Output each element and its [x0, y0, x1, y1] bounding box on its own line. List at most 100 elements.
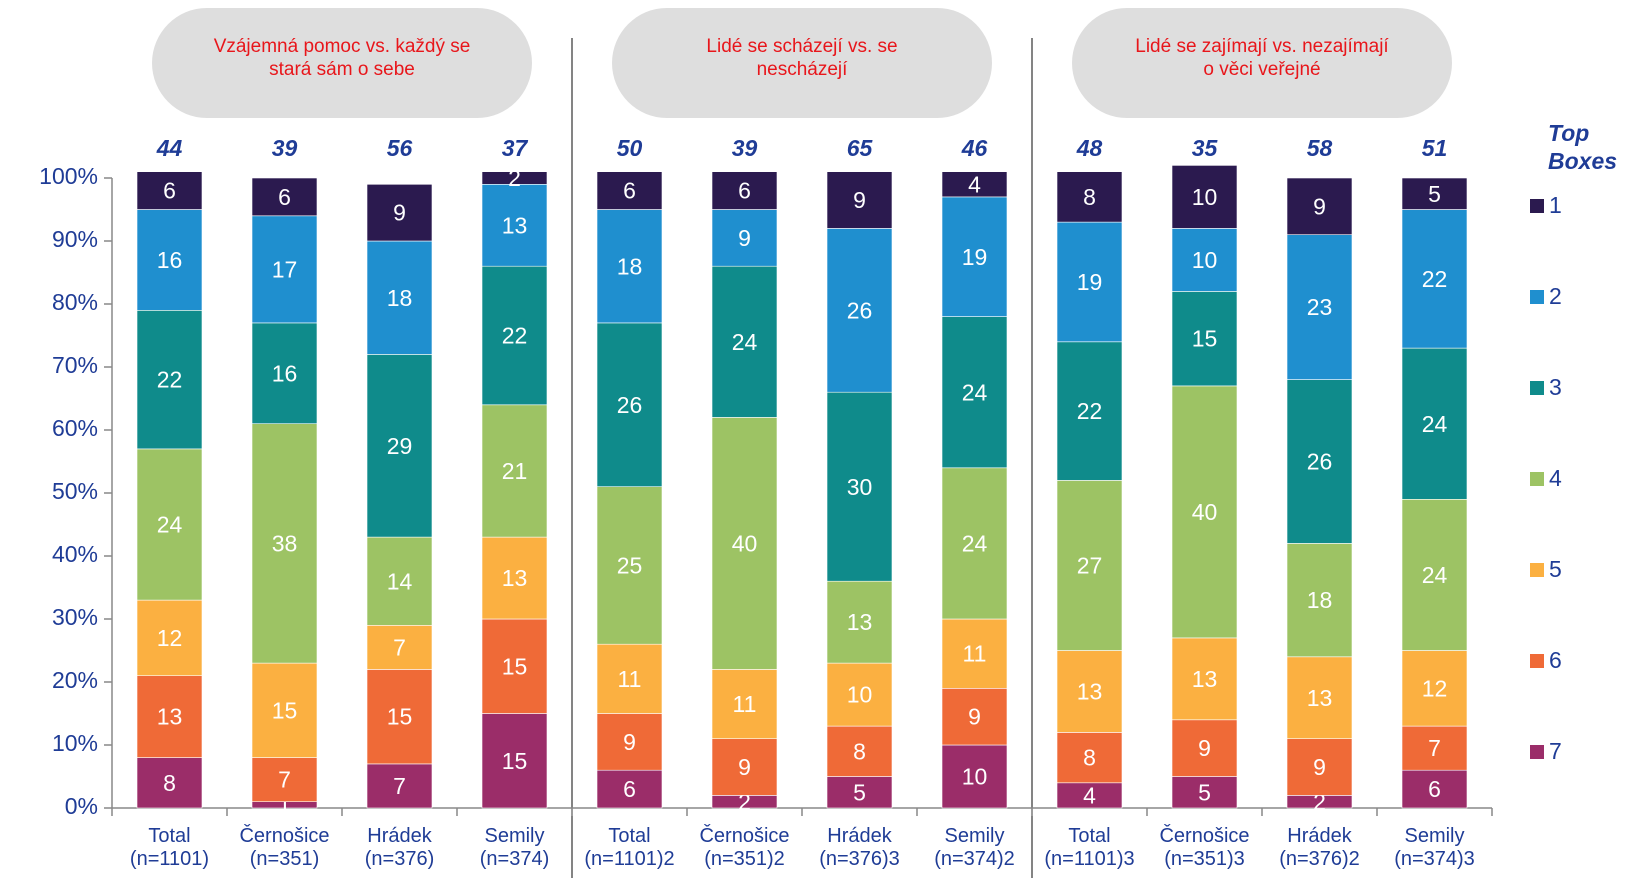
bar-segment — [366, 669, 433, 765]
value-label: 13 — [157, 704, 183, 730]
value-label: 11 — [618, 666, 642, 692]
top-box-value: 58 — [1307, 135, 1333, 161]
bar-segment — [481, 404, 548, 538]
bar-segment — [941, 687, 1008, 746]
y-tick-label: 90% — [52, 226, 98, 252]
value-label: 9 — [1313, 754, 1326, 780]
value-label: 19 — [1077, 269, 1103, 295]
value-label: 26 — [1307, 449, 1333, 475]
value-label: 8 — [1083, 745, 1096, 771]
x-tick-label: Semily (n=374)3 — [1394, 825, 1475, 870]
top-box-value: 46 — [961, 135, 988, 161]
value-label: 24 — [1422, 562, 1448, 588]
bar-segment — [596, 713, 663, 771]
bar-segment — [941, 171, 1008, 198]
value-label: 6 — [163, 178, 176, 204]
bar-segment — [1056, 480, 1123, 651]
bar-segment — [941, 618, 1008, 689]
y-tick-label: 80% — [52, 289, 98, 315]
value-label: 2 — [508, 165, 521, 191]
value-label: 13 — [1192, 666, 1218, 692]
value-label: 8 — [163, 770, 176, 796]
bar-segment — [596, 171, 663, 210]
top-box-value: 51 — [1422, 135, 1448, 161]
bar-segment — [1056, 171, 1123, 223]
value-label: 13 — [502, 565, 528, 591]
value-label: 12 — [157, 625, 183, 651]
bar-segment — [481, 618, 548, 714]
bar-segment — [1171, 776, 1238, 809]
bar-segment — [826, 391, 893, 582]
value-label: 6 — [278, 184, 291, 210]
bar-segment — [1401, 177, 1468, 210]
bar-segment — [1056, 221, 1123, 343]
bar-segment — [711, 265, 778, 418]
bar-segment — [1401, 650, 1468, 727]
legend-title: Top Boxes — [1548, 120, 1618, 174]
value-label: 6 — [1428, 776, 1441, 802]
top-box-value: 44 — [156, 135, 183, 161]
value-label: 40 — [732, 530, 758, 556]
legend-swatch — [1530, 654, 1544, 668]
top-box-value: 48 — [1076, 135, 1103, 161]
value-label: 18 — [1307, 587, 1333, 613]
group-pill — [612, 8, 992, 118]
value-label: 16 — [272, 360, 298, 386]
value-label: 7 — [1428, 735, 1441, 761]
bar-segment — [1056, 650, 1123, 733]
value-label: 30 — [847, 474, 873, 500]
legend-swatch — [1530, 745, 1544, 759]
bar-segment — [596, 486, 663, 645]
value-label: 8 — [1083, 184, 1096, 210]
value-label: 9 — [393, 200, 406, 226]
bar-segment — [711, 738, 778, 796]
top-box-value: 39 — [732, 135, 758, 161]
value-label: 24 — [962, 379, 988, 405]
top-box-value: 65 — [847, 135, 874, 161]
value-label: 23 — [1307, 294, 1333, 320]
bar-segment — [366, 354, 433, 538]
value-label: 7 — [393, 634, 406, 660]
value-label: 9 — [623, 729, 636, 755]
value-label: 13 — [502, 212, 528, 238]
legend-label: 6 — [1549, 647, 1562, 673]
value-label: 15 — [387, 704, 413, 730]
bar-segment — [826, 725, 893, 777]
value-label: 7 — [278, 767, 291, 793]
value-label: 8 — [853, 738, 866, 764]
value-label: 22 — [157, 367, 183, 393]
value-label: 21 — [502, 458, 528, 484]
bar-segment — [941, 744, 1008, 809]
bar-segment — [136, 448, 203, 601]
value-label: 24 — [732, 329, 758, 355]
legend-label: 2 — [1549, 283, 1562, 309]
y-tick-label: 0% — [65, 793, 98, 819]
bar-segment — [136, 309, 203, 450]
bar-segment — [251, 662, 318, 758]
bar-segment — [596, 643, 663, 714]
y-tick-label: 70% — [52, 352, 98, 378]
value-label: 10 — [1192, 184, 1218, 210]
legend-label: 5 — [1549, 556, 1562, 582]
value-label: 4 — [1083, 782, 1096, 808]
bar-segment — [481, 171, 548, 185]
bar-segment — [826, 171, 893, 229]
bar-segment — [1286, 379, 1353, 544]
value-label: 13 — [1077, 679, 1103, 705]
value-label: 4 — [968, 171, 981, 197]
bar-segment — [366, 763, 433, 809]
bar-segment — [1171, 637, 1238, 721]
legend-swatch — [1530, 199, 1544, 213]
value-label: 5 — [1428, 181, 1441, 207]
value-label: 10 — [1192, 247, 1218, 273]
value-label: 13 — [847, 609, 873, 635]
bar-segment — [481, 536, 548, 620]
top-box-value: 50 — [617, 135, 643, 161]
value-label: 25 — [617, 553, 643, 579]
bar-segment — [366, 240, 433, 355]
value-label: 10 — [847, 682, 873, 708]
bar-segment — [1286, 177, 1353, 236]
bar-segment — [1401, 209, 1468, 349]
value-label: 15 — [502, 653, 528, 679]
